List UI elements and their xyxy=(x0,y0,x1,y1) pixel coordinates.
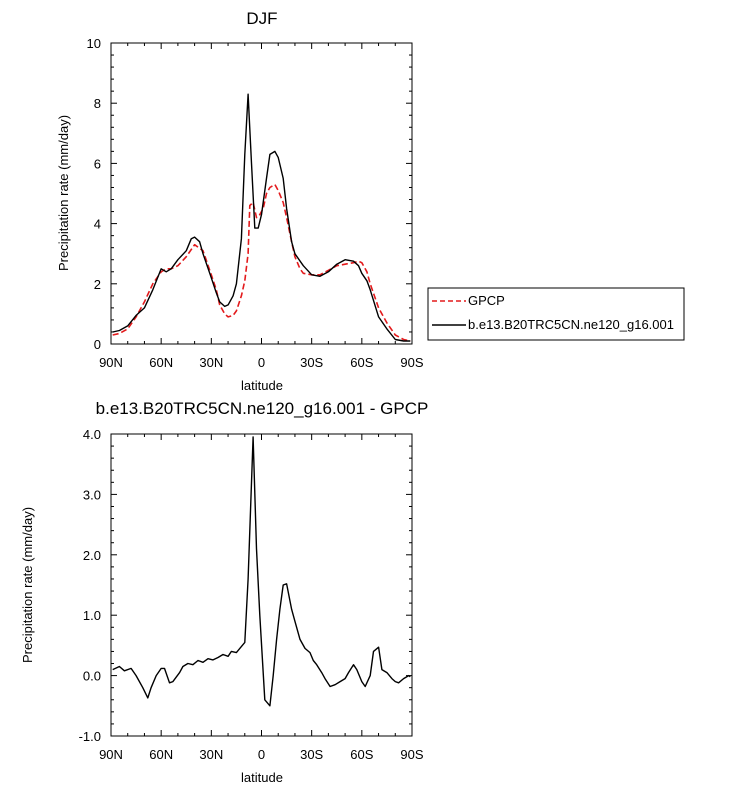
top-ytick-label: 6 xyxy=(94,156,101,171)
difference-panel: b.e13.B20TRC5CN.ne120_g16.001 - GPCP 90N… xyxy=(20,399,428,785)
top-xtick-label: 0 xyxy=(258,355,265,370)
bottom-xtick-label: 0 xyxy=(258,747,265,762)
bottom-xtick-label: 30S xyxy=(300,747,323,762)
top-xtick-label: 60N xyxy=(149,355,173,370)
top-xtick-label: 30N xyxy=(199,355,223,370)
bottom-xtick-label: 60N xyxy=(149,747,173,762)
top-plot-frame xyxy=(110,42,413,345)
bottom-xtick-label: 60S xyxy=(350,747,373,762)
top-ytick-label: 10 xyxy=(87,36,101,51)
legend-label-gpcp: GPCP xyxy=(468,293,505,308)
top-chart-title: DJF xyxy=(246,9,277,28)
top-ytick-label: 4 xyxy=(94,217,101,232)
bottom-y-axis-label: Precipitation rate (mm/day) xyxy=(20,507,35,663)
top-xtick-label: 60S xyxy=(350,355,373,370)
top-xtick-label: 90N xyxy=(99,355,123,370)
legend-box xyxy=(427,287,685,341)
bottom-x-axis-label: latitude xyxy=(241,770,283,785)
bottom-series xyxy=(112,436,411,707)
top-series-line-gpcp xyxy=(112,183,411,342)
top-ytick-label: 8 xyxy=(94,96,101,111)
legend: GPCP b.e13.B20TRC5CN.ne120_g16.001 xyxy=(427,287,685,341)
top-ticks: 90N 60N 30N 0 30S 60S 90S 0 2 4 6 8 10 xyxy=(87,36,424,370)
bottom-plot-frame xyxy=(110,433,413,737)
legend-label-model: b.e13.B20TRC5CN.ne120_g16.001 xyxy=(468,317,674,332)
top-ytick-label: 0 xyxy=(94,337,101,352)
bottom-xtick-label: 30N xyxy=(199,747,223,762)
top-x-axis-label: latitude xyxy=(241,378,283,393)
bottom-ytick-label: 3.0 xyxy=(83,487,101,502)
bottom-xtick-label: 90S xyxy=(400,747,423,762)
bottom-ytick-label: 2.0 xyxy=(83,548,101,563)
top-series xyxy=(112,93,411,342)
top-ytick-label: 2 xyxy=(94,277,101,292)
bottom-series-line-difference xyxy=(112,436,411,707)
bottom-ytick-label: -1.0 xyxy=(79,729,101,744)
bottom-ytick-label: 0.0 xyxy=(83,669,101,684)
top-series-line-b-e13-b20trc5cn-ne120-g16-001 xyxy=(112,93,411,342)
top-y-axis-label: Precipitation rate (mm/day) xyxy=(56,115,71,271)
top-xtick-label: 30S xyxy=(300,355,323,370)
bottom-xtick-label: 90N xyxy=(99,747,123,762)
bottom-ytick-label: 4.0 xyxy=(83,427,101,442)
bottom-chart-title: b.e13.B20TRC5CN.ne120_g16.001 - GPCP xyxy=(96,399,429,418)
top-xtick-label: 90S xyxy=(400,355,423,370)
bottom-ticks: 90N 60N 30N 0 30S 60S 90S -1.0 0.0 1.0 2.0 3.0 4.0 xyxy=(79,427,424,762)
bottom-ytick-label: 1.0 xyxy=(83,608,101,623)
